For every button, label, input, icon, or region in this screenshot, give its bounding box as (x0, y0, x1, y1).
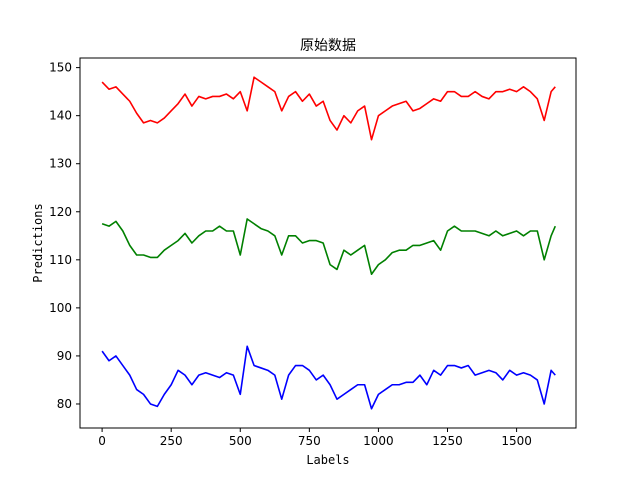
x-axis-label: Labels (306, 453, 349, 467)
x-tick-label-3: 750 (298, 434, 321, 448)
y-tick-label-2: 100 (49, 301, 72, 315)
series-line-3 (101, 345, 556, 410)
x-tick-label-6: 1500 (501, 434, 532, 448)
y-tick-label-7: 150 (49, 61, 72, 75)
ticks-layer: 0 250 500 750 1000 1250 1500 80 90 100 110 120 130 14… (49, 61, 532, 448)
series-line-1 (101, 76, 556, 141)
x-tick-label-1: 250 (160, 434, 183, 448)
y-tick-label-6: 140 (49, 109, 72, 123)
y-tick-label-0: 80 (57, 397, 72, 411)
y-tick-label-5: 130 (49, 157, 72, 171)
y-tick-label-1: 90 (57, 349, 72, 363)
y-tick-label-3: 110 (49, 253, 72, 267)
y-axis-label: Predictions (31, 203, 45, 282)
x-tick-label-4: 1000 (363, 434, 394, 448)
series-line-2 (101, 218, 557, 276)
x-tick-label-2: 500 (229, 434, 252, 448)
chart-title: 原始数据 (300, 38, 356, 54)
x-tick-label-5: 1250 (432, 434, 463, 448)
y-tick-label-4: 120 (49, 205, 72, 219)
x-tick-label-0: 0 (98, 434, 106, 448)
plot-frame (79, 57, 577, 429)
series-layer (101, 76, 557, 410)
